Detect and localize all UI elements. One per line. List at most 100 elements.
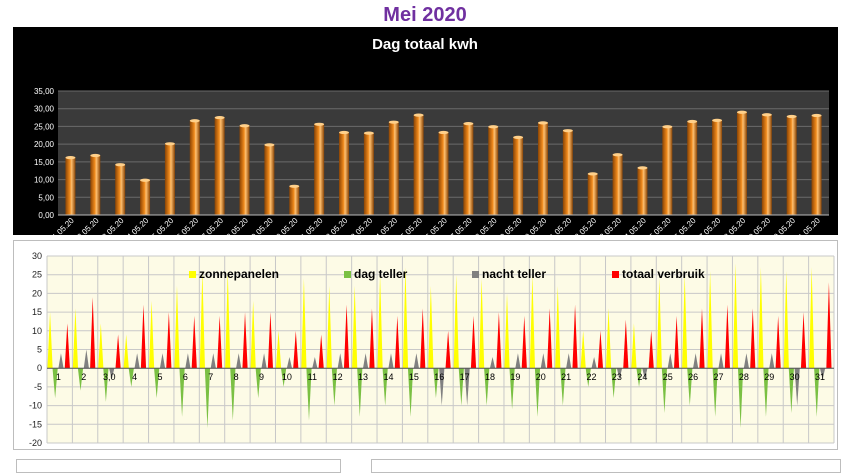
spike xyxy=(743,353,750,369)
daily-total-chart: Dag totaal kwh 0,00 5,00 10,00 15,00 20,00 25,… xyxy=(13,27,838,235)
spike xyxy=(585,368,591,387)
spike xyxy=(814,368,820,417)
legend-swatch xyxy=(189,271,196,278)
x-tick-label: 24 xyxy=(637,372,647,382)
spike xyxy=(83,349,89,369)
x-tick-label: 25 xyxy=(663,372,673,382)
x-tick-label: 21.05.20 xyxy=(545,216,574,235)
spike xyxy=(217,315,223,369)
spike xyxy=(566,353,572,369)
bar xyxy=(65,157,76,215)
spike xyxy=(555,285,561,369)
spike xyxy=(732,263,739,369)
y-tick-label: 10,00 xyxy=(34,176,55,185)
spike xyxy=(819,368,826,380)
spike xyxy=(293,330,299,369)
bar-cap xyxy=(140,178,151,182)
bar-cap xyxy=(413,113,424,117)
x-tick-label: 19.05.20 xyxy=(495,216,524,235)
bar xyxy=(115,164,126,215)
y-tick-label: 10 xyxy=(32,326,42,336)
bar xyxy=(363,133,374,215)
x-tick-label: 9 xyxy=(259,372,264,382)
chart-title: Dag totaal kwh xyxy=(372,36,478,53)
x-tick-label: 09.05.20 xyxy=(246,216,275,235)
spike xyxy=(357,368,363,417)
bar-cap xyxy=(363,131,374,135)
x-tick-label: 5 xyxy=(157,372,162,382)
x-tick-label: 24.05.20 xyxy=(619,216,648,235)
bar xyxy=(463,123,474,215)
x-tick-label: 04.05.20 xyxy=(122,216,151,235)
x-tick-label: 22.05.20 xyxy=(570,216,599,235)
spike xyxy=(377,274,383,369)
spike xyxy=(591,356,597,369)
x-tick-label: 28.05.20 xyxy=(719,216,748,235)
bar-cap xyxy=(438,130,449,135)
x-tick-label: 25.05.20 xyxy=(644,216,673,235)
spike xyxy=(230,368,236,421)
spike xyxy=(809,267,815,369)
spike xyxy=(267,312,274,369)
y-tick-label: 0 xyxy=(37,363,42,373)
spike xyxy=(72,308,79,369)
spike xyxy=(534,368,541,417)
x-tick-label: 8 xyxy=(234,372,239,382)
spike xyxy=(572,304,578,369)
spike xyxy=(210,353,216,369)
bar xyxy=(537,122,548,215)
bar xyxy=(662,126,673,215)
spike xyxy=(286,356,293,369)
bar xyxy=(314,124,325,215)
spike xyxy=(250,300,256,369)
x-tick-label: 21 xyxy=(561,372,571,382)
spike xyxy=(656,278,662,369)
spike xyxy=(750,308,756,369)
spike xyxy=(826,282,832,369)
spike xyxy=(529,274,536,369)
spike xyxy=(794,368,800,406)
spike xyxy=(737,368,744,429)
bar xyxy=(587,173,598,215)
spike xyxy=(407,368,414,417)
spike xyxy=(758,267,764,369)
spike xyxy=(504,293,510,369)
bar-cap xyxy=(488,125,499,129)
spike xyxy=(479,278,485,369)
y-tick-label: 15,00 xyxy=(34,158,55,167)
bar xyxy=(612,154,623,215)
spike xyxy=(724,304,730,369)
spike xyxy=(687,368,693,406)
spike xyxy=(718,353,724,369)
spike xyxy=(352,285,358,369)
bar-cap xyxy=(712,118,723,123)
spike xyxy=(388,353,394,369)
x-tick-label: 16 xyxy=(434,372,444,382)
bar xyxy=(736,112,747,215)
bar xyxy=(189,120,200,215)
x-tick-label: 17.05.20 xyxy=(445,216,474,235)
bar xyxy=(214,117,225,215)
spike xyxy=(693,353,699,369)
bar-cap xyxy=(761,113,772,117)
spike xyxy=(306,368,312,421)
x-tick-label: 20.05.20 xyxy=(520,216,549,235)
x-tick-label: 11.05.20 xyxy=(297,216,325,235)
bar-cap xyxy=(562,129,573,133)
spike xyxy=(166,312,172,369)
bar xyxy=(90,155,101,215)
x-tick-label: 18.05.20 xyxy=(470,216,499,235)
spike xyxy=(185,353,191,369)
spike xyxy=(154,368,160,399)
bar xyxy=(811,115,822,215)
spike xyxy=(428,285,434,369)
y-tick-label: 35,00 xyxy=(34,87,55,96)
legend-label: dag teller xyxy=(354,267,408,281)
x-tick-label: 14 xyxy=(383,372,393,382)
bar-cap xyxy=(90,153,101,158)
x-tick-label: 23 xyxy=(612,372,622,382)
legend-label: nacht teller xyxy=(482,267,546,281)
spike xyxy=(199,270,205,369)
bar-cap xyxy=(513,135,524,140)
bar xyxy=(413,115,424,215)
